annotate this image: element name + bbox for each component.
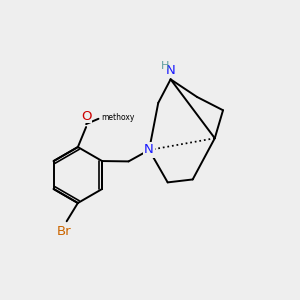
Text: Br: Br — [57, 225, 72, 238]
Text: N: N — [166, 64, 176, 77]
Text: H: H — [160, 61, 169, 71]
Text: O: O — [81, 110, 92, 123]
Text: N: N — [144, 143, 154, 157]
Text: methoxy: methoxy — [101, 113, 134, 122]
